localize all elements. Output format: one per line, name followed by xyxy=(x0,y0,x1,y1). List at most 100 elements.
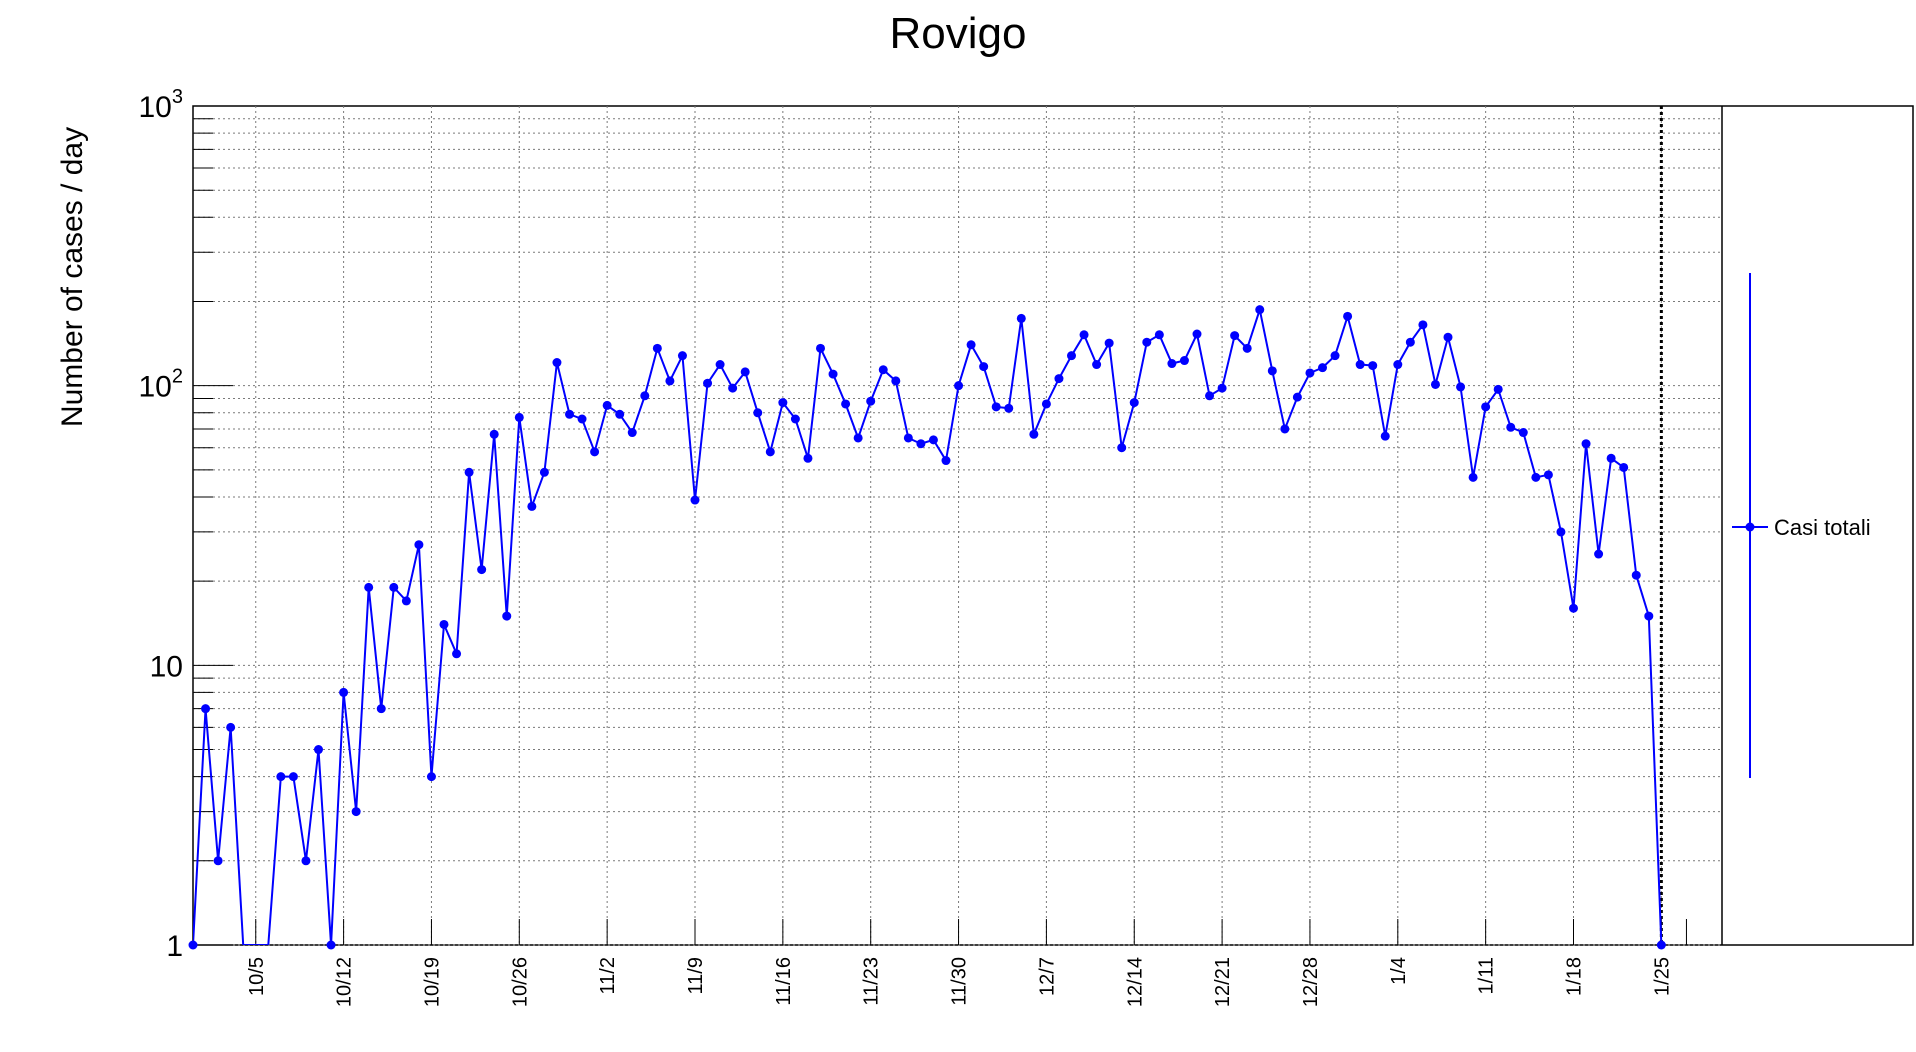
data-point xyxy=(577,414,587,424)
data-point xyxy=(816,343,825,353)
data-point xyxy=(364,582,374,592)
y-tick-label: 103 xyxy=(139,86,184,124)
data-point xyxy=(590,447,600,457)
data-point xyxy=(1104,338,1114,348)
data-point xyxy=(288,772,298,782)
data-point xyxy=(1054,374,1064,384)
data-point xyxy=(1631,570,1641,580)
data-point xyxy=(1129,398,1139,408)
data-point xyxy=(439,619,449,629)
data-point xyxy=(891,376,901,386)
data-point xyxy=(389,582,399,592)
data-point xyxy=(1468,472,1478,482)
data-point xyxy=(1067,351,1076,361)
data-point xyxy=(1142,337,1152,347)
data-point xyxy=(1355,360,1365,370)
data-point xyxy=(213,856,223,866)
data-point xyxy=(1242,343,1252,353)
x-tick-label: 11/23 xyxy=(861,957,883,1006)
data-point xyxy=(201,704,211,714)
data-point xyxy=(1581,439,1591,449)
legend-marker xyxy=(1745,522,1755,532)
x-tick-label: 10/19 xyxy=(421,957,443,1007)
data-point xyxy=(928,435,938,445)
data-point xyxy=(1343,311,1353,321)
data-point xyxy=(1443,332,1453,342)
data-point xyxy=(1217,383,1227,393)
data-point xyxy=(188,940,198,950)
data-point xyxy=(954,381,964,391)
data-point xyxy=(477,565,487,575)
legend-label: Casi totali xyxy=(1774,515,1871,540)
data-point xyxy=(339,687,349,697)
data-point xyxy=(351,807,361,817)
plot-frame xyxy=(192,105,1914,946)
data-point xyxy=(489,429,499,439)
data-point xyxy=(1167,359,1177,369)
data-point xyxy=(1029,429,1039,439)
data-point xyxy=(828,369,838,379)
data-point xyxy=(1543,470,1553,480)
data-point xyxy=(853,433,863,443)
data-point xyxy=(1179,356,1189,366)
data-point xyxy=(715,360,725,370)
data-point xyxy=(1292,392,1302,402)
x-tick-label: 10/12 xyxy=(334,957,356,1007)
data-point xyxy=(878,365,888,375)
data-point xyxy=(728,383,738,393)
data-point xyxy=(665,376,675,386)
data-point xyxy=(615,409,625,419)
data-point xyxy=(1092,360,1102,370)
data-point xyxy=(1481,402,1491,412)
data-point xyxy=(740,367,750,377)
data-point xyxy=(1330,351,1340,361)
data-point xyxy=(502,611,512,621)
data-point xyxy=(979,362,989,372)
data-point xyxy=(941,456,951,466)
data-point xyxy=(1016,313,1026,323)
data-point xyxy=(1405,337,1415,347)
y-axis-label: Number of cases / day xyxy=(56,127,89,427)
x-tick-label: 1/18 xyxy=(1564,957,1586,996)
data-point xyxy=(1205,391,1215,401)
data-point xyxy=(778,398,788,408)
data-point xyxy=(966,340,976,350)
data-point xyxy=(565,409,574,419)
data-point xyxy=(1418,320,1428,330)
data-point xyxy=(677,351,687,361)
x-tick-label: 12/21 xyxy=(1212,957,1234,1007)
data-point xyxy=(1556,527,1566,537)
data-point xyxy=(401,596,411,606)
chart-title: Rovigo xyxy=(890,9,1027,58)
data-point xyxy=(226,722,236,732)
y-tick-label: 1 xyxy=(166,930,183,963)
data-point xyxy=(765,447,775,457)
data-point xyxy=(1531,472,1541,482)
data-point xyxy=(652,343,662,353)
data-point xyxy=(1380,431,1390,441)
x-tick-label: 12/28 xyxy=(1300,957,1322,1007)
data-point xyxy=(1656,940,1666,950)
data-point xyxy=(627,428,637,438)
data-point xyxy=(690,495,700,505)
data-point xyxy=(1619,462,1629,472)
data-point xyxy=(539,467,549,477)
data-point xyxy=(916,439,926,449)
data-point xyxy=(1280,424,1290,434)
data-point xyxy=(1041,399,1051,409)
x-tick-label: 11/2 xyxy=(597,957,619,994)
data-point xyxy=(301,856,311,866)
data-point xyxy=(414,540,424,550)
data-point xyxy=(1569,603,1578,613)
legend: Casi totali xyxy=(1732,273,1871,778)
data-point xyxy=(552,358,562,368)
x-tick-label: 1/11 xyxy=(1476,957,1498,994)
data-point xyxy=(903,433,913,443)
data-point xyxy=(1456,382,1466,392)
data-point xyxy=(841,399,851,409)
data-point xyxy=(1154,330,1164,340)
data-point xyxy=(452,649,462,659)
x-tick-label: 1/25 xyxy=(1651,957,1673,996)
